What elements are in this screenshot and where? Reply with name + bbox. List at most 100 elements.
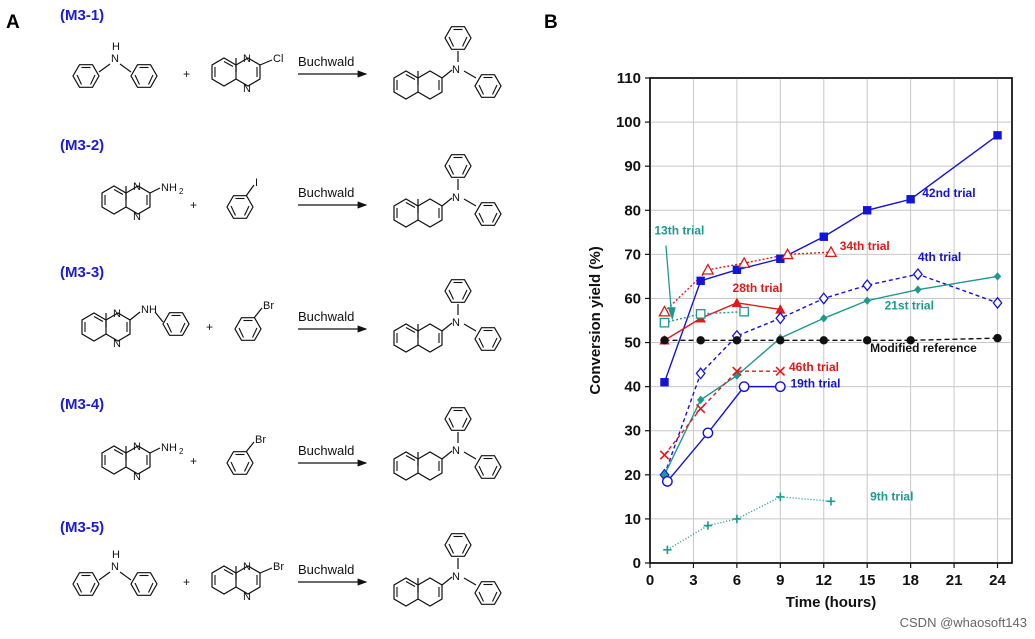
atom-nh2-m3-4: NH [161,442,177,454]
data-point-modified-reference-6 [906,336,915,345]
x-tick-label-6: 18 [902,572,919,589]
x-axis-title: Time (hours) [786,594,877,611]
series-label-42nd-trial: 42nd trial [922,186,975,200]
watermark: CSDN @whaosoft143 [899,615,1027,630]
data-point-9th-trial-2 [732,514,742,524]
data-point-34th-trial-0 [658,305,671,317]
data-point-9th-trial-1 [703,521,713,530]
series-label-modified-reference: Modified reference [870,341,977,355]
data-point-modified-reference-1 [696,336,705,345]
atom-sub2-m3-2: 2 [179,187,184,196]
data-point-modified-reference-4 [819,336,828,345]
buchwald-label-m3-2: Buchwald [298,185,354,200]
data-point-19th-trial-0 [661,476,673,487]
atom-br-m3-5: Br [273,561,284,573]
series-label-34th-trial: 34th trial [840,239,890,253]
data-point-42nd-trial-2 [732,265,742,274]
series-label-21st-trial: 21st trial [885,298,934,312]
series-line-42nd-trial [663,134,998,383]
x-tick-label-8: 24 [989,572,1006,589]
atom-h-m3-1: H [112,41,120,53]
atom-n-q2-m3-1: N [243,83,251,95]
y-tick-label-1: 10 [624,511,641,528]
y-tick-label-6: 60 [624,290,641,307]
atom-n-prod-m3-4: N [452,445,460,457]
series-label-46th-trial: 46th trial [789,360,839,374]
series-line-modified-reference [664,337,998,342]
buchwald-label-m3-5: Buchwald [298,562,354,577]
reaction-m3-2: (M3-2) NH 2 N N + I Buchwald N [60,137,502,228]
data-point-4th-trial-1 [695,367,706,380]
x-tick-label-2: 6 [733,572,741,589]
atom-nh-m3-3: NH [141,304,157,316]
data-point-13th-trial-2 [739,306,749,317]
data-point-46th-trial-2 [732,366,742,376]
chart-grid [649,77,1013,564]
series-line-4th-trial [663,273,998,476]
atom-n-q2-m3-5: N [243,591,251,603]
reaction-m3-5: (M3-5) N H + Br N N Buchwald N [60,519,502,607]
buchwald-label-m3-3: Buchwald [298,309,354,324]
reaction-m3-4: (M3-4) NH 2 N N + Br Buchwald N [60,396,502,483]
data-point-34th-trial-3 [781,247,794,260]
data-point-4th-trial-5 [862,278,873,292]
atom-n-prod-m3-3: N [452,317,460,329]
reaction-label-m3-5: (M3-5) [60,519,104,536]
atom-i-m3-2: I [255,177,258,189]
reaction-label-m3-3: (M3-3) [60,264,104,281]
atom-n-q2-m3-2: N [133,211,141,223]
data-point-21st-trial-6 [914,285,922,294]
y-tick-label-7: 70 [624,246,641,263]
data-point-42nd-trial-7 [993,131,1002,140]
series-label-19th-trial: 19th trial [790,377,840,391]
data-point-46th-trial-3 [775,366,786,376]
series-label-9th-trial: 9th trial [870,489,913,503]
atom-n-m3-5: N [111,561,119,573]
data-point-4th-trial-4 [818,292,829,305]
atom-br-m3-3: Br [263,300,274,312]
chart-series-lines [663,134,998,551]
atom-cl-m3-1: Cl [273,53,283,65]
data-point-28th-trial-3 [775,304,786,314]
y-tick-label-11: 110 [617,70,641,87]
data-point-21st-trial-7 [993,272,1002,281]
reaction-panel: A (M3-1) N H + Cl N N Buchwald N (M3-2) … [6,7,502,607]
data-point-9th-trial-3 [776,492,785,502]
data-point-4th-trial-7 [992,296,1003,310]
atom-sub2-m3-4: 2 [179,447,184,456]
series-label-13th-trial: 13th trial [654,224,704,238]
data-point-13th-trial-0 [659,317,670,328]
buchwald-label-m3-4: Buchwald [298,443,354,458]
x-tick-label-7: 21 [946,572,963,589]
atom-h-m3-5: H [112,549,120,561]
chart-annotations: 42nd trial 34th trial 28th trial 13th trial… [654,186,977,503]
reaction-label-m3-1: (M3-1) [60,7,104,24]
data-point-42nd-trial-4 [819,232,828,241]
data-point-21st-trial-4 [820,314,828,323]
atom-br-m3-4: Br [255,434,266,446]
data-point-9th-trial-0 [663,545,672,554]
x-tick-label-5: 15 [859,572,876,589]
y-axis-title: Conversion yield (%) [587,246,604,394]
data-point-28th-trial-2 [731,297,743,308]
data-point-19th-trial-3 [774,381,786,393]
y-tick-label-10: 100 [616,114,641,131]
conversion-yield-chart: B 0 10 20 30 40 50 60 70 80 90 100 110 0 3 6 9 12 15 18 21 2… [544,12,1013,611]
data-point-19th-trial-1 [702,427,714,439]
data-point-4th-trial-3 [775,312,786,325]
y-tick-label-3: 30 [624,423,641,440]
series-line-19th-trial [666,385,781,482]
data-point-modified-reference-2 [732,336,742,345]
atom-n-q1-m3-4: N [133,441,141,453]
y-tick-label-4: 40 [624,379,641,396]
y-tick-label-8: 80 [624,202,641,219]
atom-n-q1-m3-3: N [113,308,121,320]
x-tick-label-0: 0 [646,572,654,589]
x-tick-label-4: 12 [815,572,832,589]
x-tick-label-3: 9 [776,572,784,589]
chart-axes: 0 10 20 30 40 50 60 70 80 90 100 110 0 3 6 9 12 15 18 21 24 [616,70,1013,589]
reaction-label-m3-2: (M3-2) [60,137,104,154]
data-point-34th-trial-2 [737,256,751,269]
data-point-42nd-trial-5 [863,206,872,215]
data-point-modified-reference-5 [863,336,872,345]
